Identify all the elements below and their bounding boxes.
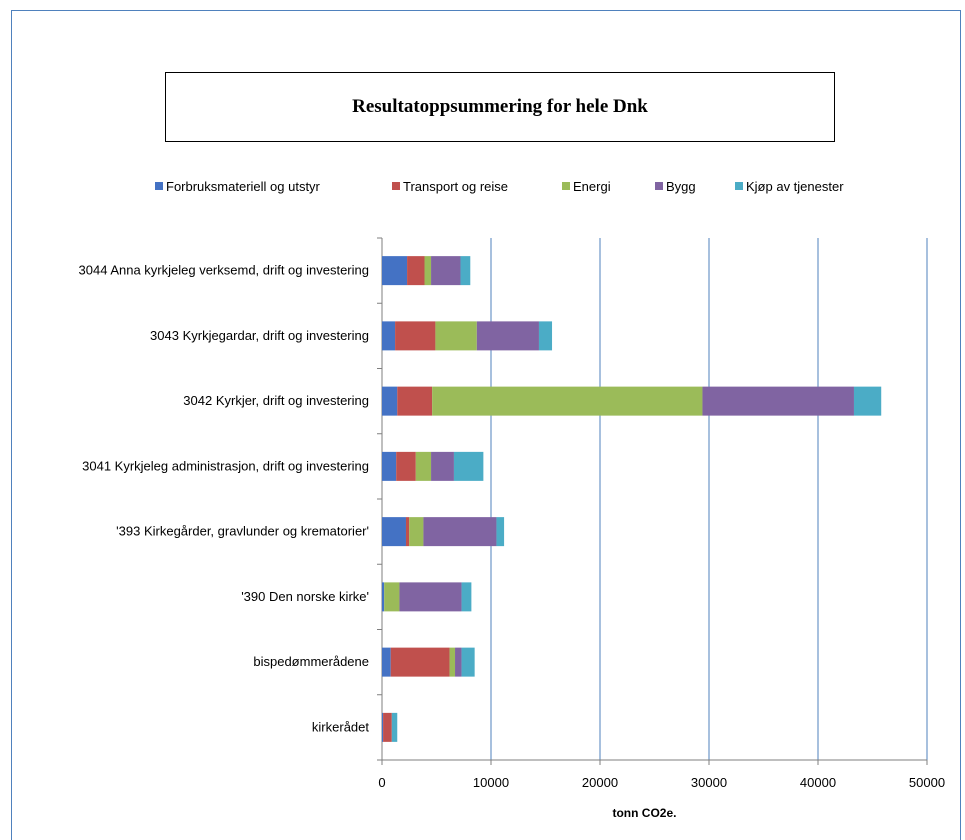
bar-segment [382, 451, 397, 481]
category-label: kirkerådet [312, 719, 369, 734]
chart-title-box: Resultatoppsummering for hele Dnk [165, 72, 835, 142]
legend-item-bygg: Bygg [655, 176, 696, 196]
bar-segment [476, 321, 539, 351]
legend-label-forbruksmateriell: Forbruksmateriell og utstyr [166, 178, 320, 194]
category-label: '390 Den norske kirke' [241, 589, 369, 604]
bar-segment [702, 386, 854, 416]
bar-segment [538, 321, 553, 351]
legend-item-energi: Energi [562, 176, 611, 196]
legend-label-kjop: Kjøp av tjenester [746, 178, 844, 194]
bar-segment [424, 256, 432, 286]
legend-label-transport: Transport og reise [403, 178, 509, 194]
category-label: 3044 Anna kyrkjeleg verksemd, drift og i… [79, 263, 370, 278]
bar-segment [453, 451, 484, 481]
x-tick-label: 30000 [691, 775, 727, 790]
bar-segment [382, 321, 396, 351]
bar-segment [382, 712, 384, 742]
x-tick-label: 50000 [909, 775, 945, 790]
category-label: 3042 Kyrkjer, drift og investering [183, 393, 369, 408]
chart-frame [11, 10, 961, 840]
bar-segment [382, 517, 406, 547]
bar-segment [397, 386, 433, 416]
legend-label-bygg: Bygg [666, 178, 696, 194]
bar-segment [461, 582, 472, 612]
bar-segment [409, 517, 424, 547]
bar-segment [432, 386, 703, 416]
legend-item-transport: Transport og reise [392, 176, 508, 196]
bar-segment [435, 321, 477, 351]
bar-segment [431, 451, 454, 481]
x-tick-label: 10000 [473, 775, 509, 790]
legend-swatch-energi [562, 182, 570, 190]
category-label: bispedømmerådene [253, 654, 369, 669]
bar-segment [396, 451, 416, 481]
legend-swatch-bygg [655, 182, 663, 190]
bar-segment [395, 321, 436, 351]
bar-segment [382, 647, 391, 677]
bar-segment [382, 256, 408, 286]
bar-segment [496, 517, 505, 547]
bar-segment [455, 647, 462, 677]
legend-swatch-kjop [735, 182, 743, 190]
legend-swatch-forbruksmateriell [155, 182, 163, 190]
chart-legend: Forbruksmateriell og utstyr Transport og… [0, 176, 965, 196]
bar-segment [405, 517, 410, 547]
legend-item-kjop: Kjøp av tjenester [735, 176, 844, 196]
legend-swatch-transport [392, 182, 400, 190]
chart-title: Resultatoppsummering for hele Dnk [352, 96, 648, 117]
x-tick-label: 0 [378, 775, 385, 790]
legend-label-energi: Energi [573, 178, 611, 194]
category-label: 3041 Kyrkjeleg administrasjon, drift og … [82, 458, 369, 473]
bar-segment [449, 647, 456, 677]
legend-item-forbruksmateriell: Forbruksmateriell og utstyr [155, 176, 320, 196]
bar-segment [399, 582, 462, 612]
bar-segment [407, 256, 425, 286]
bar-segment [423, 517, 497, 547]
bar-segment [384, 582, 400, 612]
x-axis-title: tonn CO2e. [612, 806, 676, 820]
bar-segment [461, 647, 475, 677]
bar-segment [390, 647, 450, 677]
bar-segment [382, 582, 385, 612]
category-label: 3043 Kyrkjegardar, drift og investering [150, 328, 369, 343]
bar-segment [431, 256, 461, 286]
bar-segment [391, 712, 398, 742]
bar-segment [382, 386, 398, 416]
bar-segment [460, 256, 471, 286]
x-tick-label: 20000 [582, 775, 618, 790]
category-label: '393 Kirkegårder, gravlunder og kremator… [116, 524, 369, 539]
bar-segment [853, 386, 882, 416]
x-tick-label: 40000 [800, 775, 836, 790]
bar-segment [415, 451, 432, 481]
bar-segment [383, 712, 392, 742]
